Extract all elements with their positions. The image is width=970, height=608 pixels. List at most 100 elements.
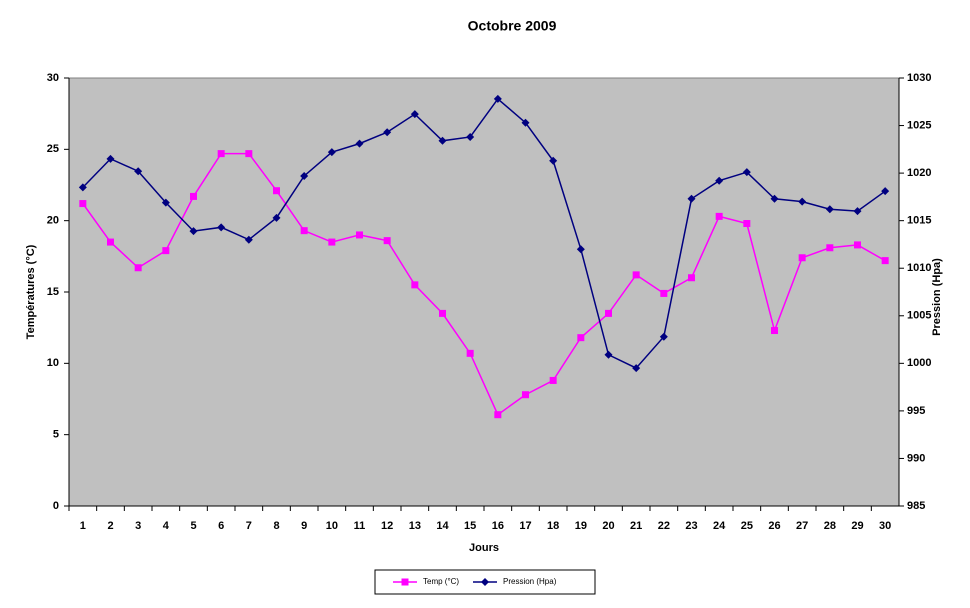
point bbox=[411, 281, 419, 289]
legend-marker bbox=[481, 578, 489, 586]
x-axis-label: Jours bbox=[469, 542, 499, 554]
y-tick-label: 20 bbox=[47, 215, 59, 227]
y2-tick-label: 1005 bbox=[907, 310, 931, 322]
point bbox=[162, 247, 170, 255]
point bbox=[356, 231, 363, 239]
x-tick-label: 29 bbox=[851, 520, 863, 532]
x-tick-label: 24 bbox=[713, 520, 726, 532]
y2-tick-label: 985 bbox=[907, 500, 925, 512]
point bbox=[742, 168, 751, 177]
point bbox=[494, 411, 502, 419]
point bbox=[466, 132, 475, 141]
y-tick-label: 30 bbox=[47, 72, 59, 84]
y2-tick-label: 1015 bbox=[907, 215, 931, 227]
point bbox=[189, 227, 198, 236]
x-tick-label: 21 bbox=[630, 520, 642, 532]
x-tick-label: 12 bbox=[381, 520, 393, 532]
point bbox=[770, 194, 779, 203]
x-tick-label: 20 bbox=[602, 520, 614, 532]
point bbox=[383, 128, 392, 137]
x-tick-label: 9 bbox=[301, 520, 307, 532]
x-tick-label: 13 bbox=[409, 520, 421, 532]
x-tick-label: 1 bbox=[80, 520, 86, 532]
x-tick-label: 8 bbox=[273, 520, 279, 532]
y2-tick-label: 1025 bbox=[907, 119, 931, 131]
legend-label: Pression (Hpa) bbox=[503, 577, 557, 586]
chart-title: Octobre 2009 bbox=[468, 18, 557, 34]
x-tick-label: 30 bbox=[879, 520, 891, 532]
series-line bbox=[82, 97, 886, 370]
y-tick-label: 15 bbox=[47, 286, 59, 298]
x-tick-label: 4 bbox=[163, 520, 170, 532]
point bbox=[106, 154, 115, 163]
point bbox=[245, 150, 253, 158]
plot-area bbox=[68, 77, 900, 507]
y-tick-label: 0 bbox=[53, 500, 59, 512]
legend-marker bbox=[401, 578, 409, 586]
point bbox=[605, 309, 612, 317]
point bbox=[383, 237, 391, 245]
point bbox=[549, 376, 557, 384]
y-tick-label: 10 bbox=[47, 357, 59, 369]
point bbox=[798, 254, 806, 262]
y2-tick-label: 995 bbox=[907, 405, 925, 417]
point bbox=[522, 391, 529, 399]
point bbox=[328, 238, 336, 246]
point bbox=[688, 274, 695, 282]
x-tick-label: 2 bbox=[107, 520, 113, 532]
point bbox=[660, 289, 668, 297]
point bbox=[439, 309, 446, 317]
point bbox=[826, 244, 834, 252]
point bbox=[355, 139, 364, 148]
legend-label: Temp (°C) bbox=[423, 577, 459, 586]
point bbox=[659, 332, 668, 341]
point bbox=[78, 183, 87, 192]
x-tick-label: 26 bbox=[768, 520, 780, 532]
point bbox=[410, 110, 419, 119]
point bbox=[881, 187, 890, 196]
x-tick-label: 7 bbox=[246, 520, 252, 532]
point bbox=[438, 136, 447, 145]
y-tick-label: 25 bbox=[47, 143, 59, 155]
x-tick-label: 25 bbox=[741, 520, 753, 532]
point bbox=[715, 212, 723, 220]
point bbox=[300, 227, 308, 235]
x-tick-label: 16 bbox=[492, 520, 504, 532]
point bbox=[632, 364, 641, 373]
point bbox=[493, 94, 502, 103]
point bbox=[521, 118, 530, 127]
y2-axis-label: Pression (Hpa) bbox=[931, 258, 943, 336]
y-axis-label: Températures (°C) bbox=[25, 244, 37, 339]
point bbox=[632, 271, 640, 279]
x-tick-label: 3 bbox=[135, 520, 141, 532]
x-tick-label: 10 bbox=[326, 520, 338, 532]
y-tick-label: 5 bbox=[53, 429, 59, 441]
point bbox=[190, 192, 197, 200]
series-line bbox=[82, 152, 886, 416]
y2-tick-label: 1030 bbox=[907, 72, 931, 84]
point bbox=[466, 349, 474, 357]
point bbox=[715, 176, 724, 185]
point bbox=[272, 213, 281, 222]
y2-tick-label: 1010 bbox=[907, 262, 931, 274]
x-tick-label: 23 bbox=[685, 520, 697, 532]
x-tick-label: 6 bbox=[218, 520, 224, 532]
x-tick-label: 28 bbox=[824, 520, 836, 532]
point bbox=[134, 264, 142, 272]
y2-tick-label: 1020 bbox=[907, 167, 931, 179]
point bbox=[549, 156, 558, 165]
point bbox=[771, 327, 778, 335]
point bbox=[161, 198, 170, 207]
x-tick-label: 14 bbox=[436, 520, 449, 532]
x-tick-label: 27 bbox=[796, 520, 808, 532]
point bbox=[854, 241, 861, 249]
point bbox=[217, 223, 226, 232]
point bbox=[107, 238, 114, 246]
point bbox=[687, 194, 696, 203]
point bbox=[604, 350, 613, 359]
point bbox=[79, 200, 87, 208]
x-tick-label: 22 bbox=[658, 520, 670, 532]
point bbox=[853, 207, 862, 216]
x-tick-label: 5 bbox=[190, 520, 196, 532]
y2-tick-label: 990 bbox=[907, 452, 925, 464]
